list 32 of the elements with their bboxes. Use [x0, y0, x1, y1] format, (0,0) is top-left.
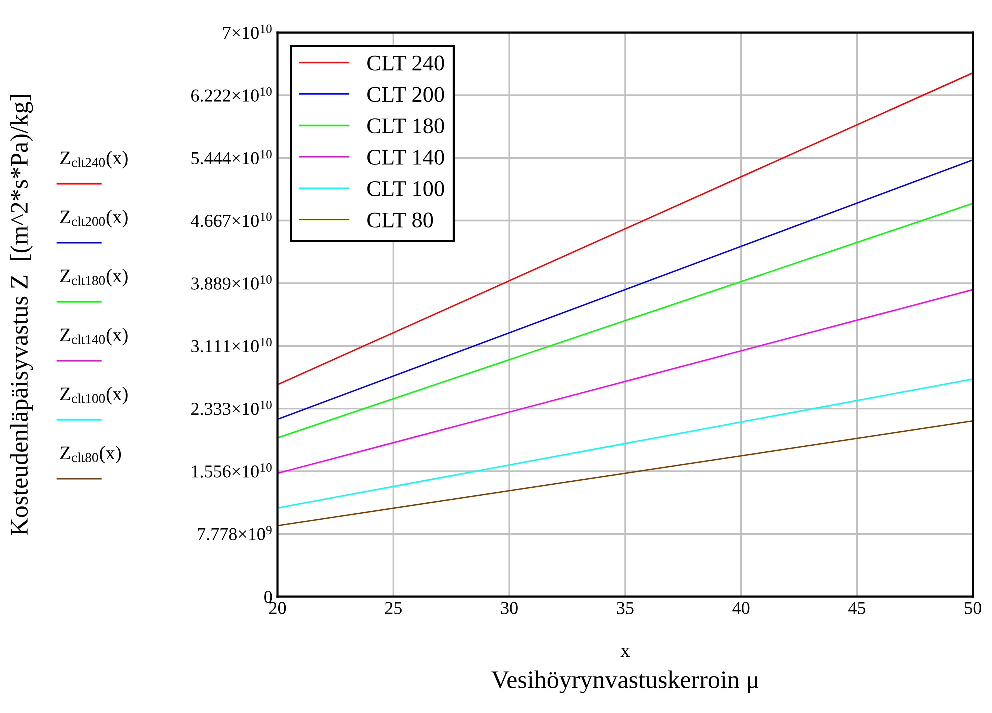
- y-tick-label: 7×10$^{10}$: [224, 24, 272, 40]
- x-axis-title: Vesihöyrynvastuskerroin μ: [492, 670, 759, 694]
- x-tick-label: 40: [732, 602, 750, 614]
- x-tick-label: 50: [965, 602, 982, 614]
- legend-label: CLT 200: [368, 87, 444, 102]
- text: x: [620, 648, 630, 658]
- y-tick-label: 7.778×10$^{9}$: [198, 526, 272, 541]
- text: Z$_{clt100}$(x): [60, 387, 128, 405]
- text: Z$_{clt200}$(x): [60, 210, 128, 228]
- x-tick-label: 35: [617, 602, 634, 614]
- x-tick-label: 30: [501, 602, 518, 614]
- text: Z$_{clt80}$(x): [60, 446, 122, 464]
- legend-label: CLT 140: [368, 150, 444, 165]
- x-tick-label: 20: [270, 602, 286, 614]
- y-tick-label: 4.667×10$^{10}$: [191, 212, 272, 228]
- legend-label: CLT 80: [368, 212, 434, 228]
- x-tick-label: 25: [385, 602, 402, 614]
- y-tick-label: 6.222×10$^{10}$: [192, 87, 272, 102]
- y-tick-label: 0: [264, 591, 272, 604]
- text: Z$_{clt140}$(x): [60, 328, 128, 346]
- y-tick-label: 1.556×10$^{10}$: [192, 463, 272, 478]
- x-tick-label: 45: [848, 602, 866, 614]
- legend-label: CLT 100: [368, 181, 444, 196]
- y-tick-label: 3.111×10$^{10}$: [192, 338, 272, 353]
- text: Z$_{clt240}$(x): [60, 151, 128, 169]
- text: Kosteudenläpäisyvastus Z [(m^2*s*Pa)/kg]: [10, 95, 34, 536]
- legend-label: CLT 180: [368, 118, 444, 134]
- legend-label: CLT 240: [368, 56, 444, 71]
- y-tick-label: 3.889×10$^{10}$: [192, 275, 272, 290]
- y-tick-label: 2.333×10$^{10}$: [192, 400, 272, 416]
- y-tick-label: 5.444×10$^{10}$: [192, 150, 272, 165]
- text: Z$_{clt180}$(x): [60, 269, 128, 287]
